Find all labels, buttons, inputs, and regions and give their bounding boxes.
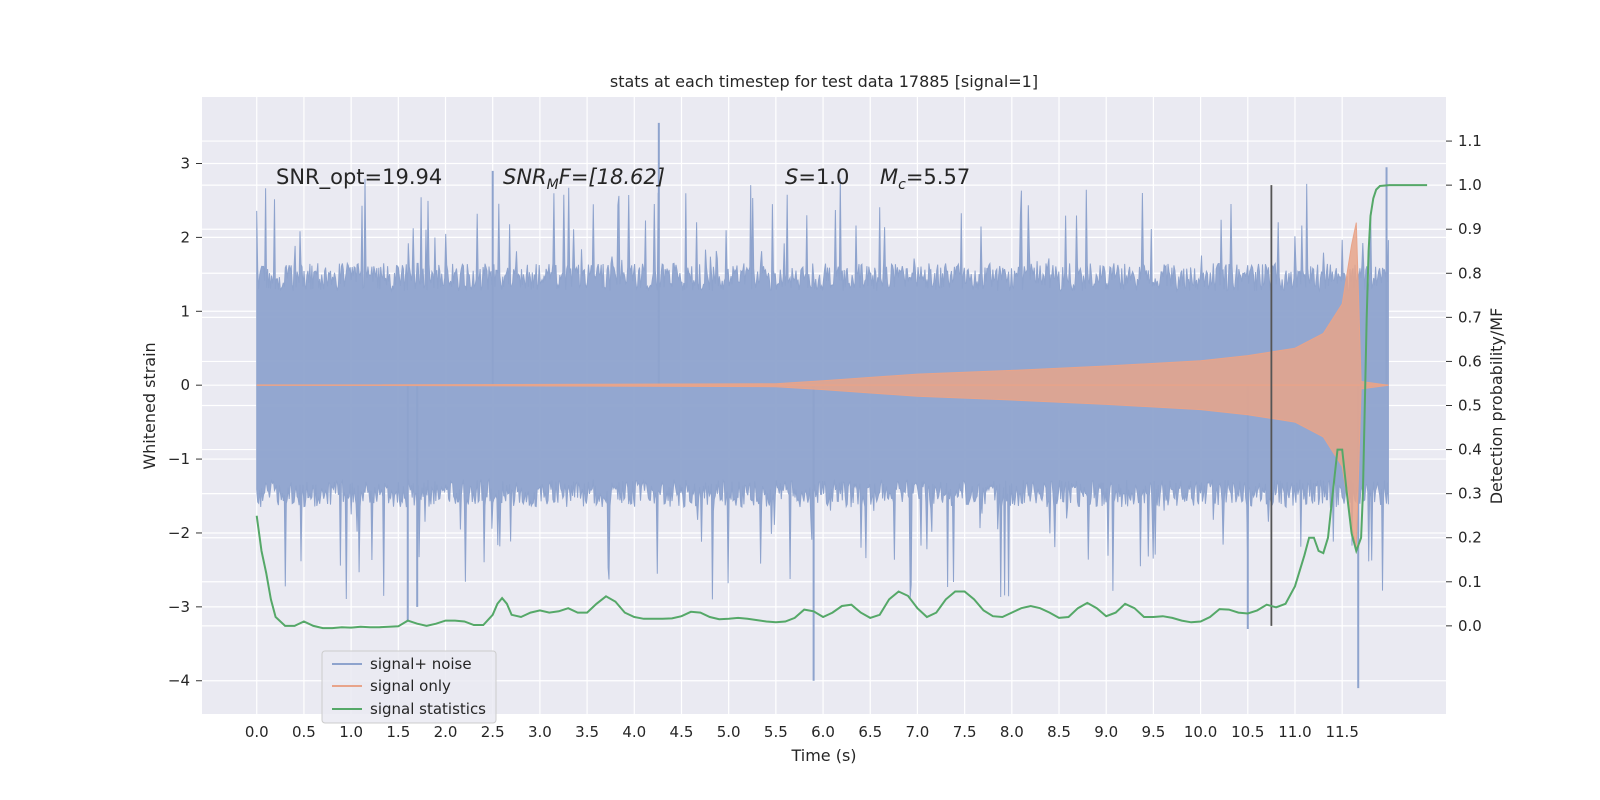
- y-tick-label-right: 0.5: [1458, 397, 1482, 415]
- y-axis-left-ticks: 3 2 1 0 −1 −2 −3 −4: [168, 155, 202, 690]
- x-tick-label: 10.0: [1184, 723, 1217, 741]
- x-tick-label: 5.0: [717, 723, 741, 741]
- x-tick-label: 1.5: [386, 723, 410, 741]
- x-tick-label: 7.0: [906, 723, 930, 741]
- x-tick-label: 1.0: [339, 723, 363, 741]
- y-tick-label-left: 2: [180, 228, 190, 246]
- x-tick-label: 11.5: [1325, 723, 1358, 741]
- legend: signal+ noise signal only signal statist…: [321, 650, 497, 724]
- y-tick-label-right: 1.1: [1458, 132, 1482, 150]
- x-tick-label: 3.5: [575, 723, 599, 741]
- x-tick-label: 6.5: [858, 723, 882, 741]
- y-axis-right-label: Detection probability/MF: [1487, 308, 1506, 505]
- series-signal-statistics: [255, 184, 1428, 630]
- y-tick-label-left: −3: [168, 598, 190, 616]
- x-tick-label: 4.5: [670, 723, 694, 741]
- y-tick-label-left: −2: [168, 524, 190, 542]
- y-tick-label-right: 0.8: [1458, 264, 1482, 282]
- x-tick-label: 6.0: [811, 723, 835, 741]
- x-tick-label: 3.0: [528, 723, 552, 741]
- x-tick-label: 9.0: [1094, 723, 1118, 741]
- legend-label-signal-plus-noise: signal+ noise: [370, 655, 472, 673]
- y-tick-label-left: −4: [168, 672, 190, 690]
- annotation-s: S=1.0: [785, 165, 849, 189]
- y-tick-label-right: 0.3: [1458, 485, 1482, 503]
- legend-box: [321, 650, 497, 724]
- y-tick-label-left: −1: [168, 450, 190, 468]
- x-tick-label: 5.5: [764, 723, 788, 741]
- x-axis-label: Time (s): [790, 746, 856, 765]
- y-tick-label-right: 0.0: [1458, 617, 1482, 635]
- x-tick-label: 7.5: [953, 723, 977, 741]
- x-tick-label: 10.5: [1231, 723, 1264, 741]
- x-tick-label: 9.5: [1141, 723, 1165, 741]
- annotation-snr-mf: SNRMF=[18.62]: [503, 165, 665, 193]
- y-axis-right-ticks: 1.1 1.0 0.9 0.8 0.7 0.6 0.5 0.4 0.3 0.2 0.1 0.0: [1446, 132, 1482, 635]
- x-axis-ticks: 0.0 0.5 1.0 1.5 2.0 2.5 3.0 3.5 4.0 4.5 5.0 5.5 6.0 6…: [245, 723, 1359, 741]
- chart-title: stats at each timestep for test data 178…: [610, 72, 1038, 91]
- y-tick-label-left: 1: [180, 302, 190, 320]
- x-tick-label: 0.0: [245, 723, 269, 741]
- legend-label-signal-only: signal only: [370, 677, 451, 695]
- y-tick-label-right: 0.9: [1458, 220, 1482, 238]
- y-tick-label-right: 1.0: [1458, 176, 1482, 194]
- y-tick-label-right: 0.7: [1458, 308, 1482, 326]
- annotation-snr-opt: SNR_opt=19.94: [276, 165, 442, 190]
- x-tick-label: 2.0: [434, 723, 458, 741]
- y-tick-label-right: 0.2: [1458, 529, 1482, 547]
- y-tick-label-left: 0: [180, 376, 190, 394]
- legend-label-signal-statistics: signal statistics: [370, 700, 486, 718]
- y-tick-label-left: 3: [180, 155, 190, 173]
- y-tick-label-right: 0.1: [1458, 573, 1482, 591]
- x-tick-label: 4.0: [622, 723, 646, 741]
- x-tick-label: 0.5: [292, 723, 316, 741]
- series-signal-only: [256, 222, 1389, 548]
- x-tick-label: 11.0: [1278, 723, 1311, 741]
- annotation-mc: Mc=5.57: [880, 165, 970, 193]
- y-tick-label-right: 0.4: [1458, 441, 1482, 459]
- y-axis-left-label: Whitened strain: [140, 342, 159, 469]
- x-tick-label: 2.5: [481, 723, 505, 741]
- x-tick-label: 8.0: [1000, 723, 1024, 741]
- x-tick-label: 8.5: [1047, 723, 1071, 741]
- y-tick-label-right: 0.6: [1458, 352, 1482, 370]
